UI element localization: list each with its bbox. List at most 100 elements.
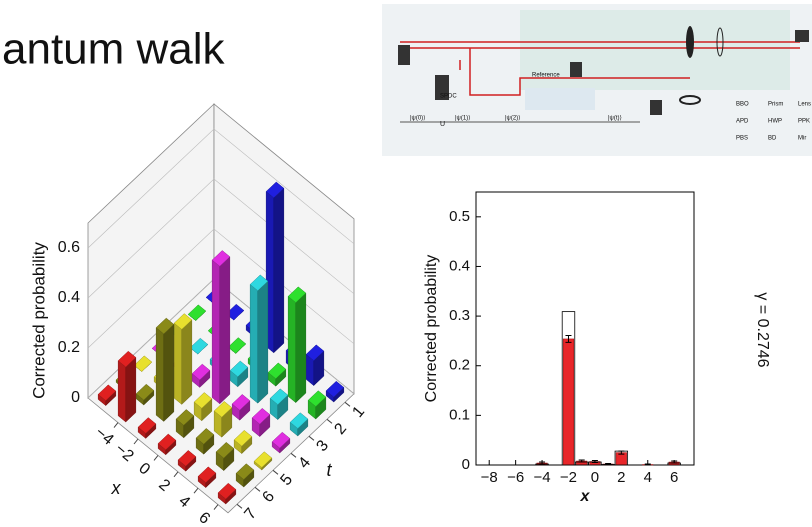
- slide: antum walk SPDC Reference |ψ(0)⟩ |ψ(1)⟩ …: [0, 0, 812, 527]
- tick-mark: [327, 419, 332, 423]
- page: antum walk SPDC Reference |ψ(0)⟩ |ψ(1)⟩ …: [0, 0, 812, 527]
- diagram-label: Reference: [532, 73, 560, 79]
- z-tick-label: 0.2: [58, 339, 80, 356]
- lens: [686, 26, 694, 58]
- diagram-label: U: [440, 121, 445, 128]
- x-axis-label: x: [580, 488, 591, 505]
- z-tick-label: 0: [71, 389, 80, 406]
- diagram-label: |ψ(2)⟩: [505, 115, 521, 122]
- detector: [650, 100, 662, 115]
- diagram-label: HWP: [768, 119, 782, 125]
- diagram-label: BD: [768, 136, 777, 142]
- x-tick-label: −8: [481, 469, 498, 486]
- x-tick-label: 0: [591, 469, 599, 486]
- diagram-label: APD: [736, 119, 749, 125]
- tick-mark: [194, 488, 198, 493]
- x-tick-label: −6: [507, 469, 524, 486]
- bar: [156, 318, 174, 421]
- x-tick-label: −2: [560, 469, 577, 486]
- tick-mark: [309, 436, 314, 440]
- z-tick-label: 0.4: [58, 289, 80, 306]
- plot-frame: [476, 192, 694, 465]
- y-tick-label: 0.1: [449, 406, 470, 423]
- diagram-label: Prism: [768, 102, 783, 108]
- diagram-label: PBS: [736, 136, 748, 142]
- diagram-label: BBO: [736, 102, 749, 108]
- y-tick-label: 6: [259, 488, 278, 506]
- tick-mark: [174, 472, 178, 477]
- bar-face: [118, 361, 126, 422]
- x-axis-label: x: [111, 478, 122, 498]
- x-tick-label: −4: [534, 469, 551, 486]
- y-axis-label: t: [326, 460, 332, 480]
- bar-side: [258, 281, 268, 403]
- diagram-label: |ψ(1)⟩: [455, 115, 471, 122]
- y-tick-label: 0.5: [449, 208, 470, 225]
- y-tick-label: 2: [331, 420, 350, 438]
- setup-diagram: SPDC Reference |ψ(0)⟩ |ψ(1)⟩ |ψ(2)⟩ |ψ(t…: [382, 4, 812, 156]
- y-tick-label: 0.4: [449, 257, 470, 274]
- detector: [398, 45, 410, 65]
- tick-mark: [345, 402, 350, 406]
- bar-side: [164, 324, 174, 421]
- y-tick-label: 4: [295, 454, 314, 472]
- tick-mark: [237, 504, 242, 508]
- z-axis-label: Corrected probability: [29, 242, 48, 399]
- tick-mark: [214, 505, 218, 510]
- y-tick-label: 0.2: [449, 357, 470, 374]
- bar-side: [182, 320, 192, 405]
- y-tick-label: 5: [277, 471, 296, 489]
- tick-mark: [134, 439, 138, 444]
- diagram-label: SPDC: [440, 94, 457, 100]
- tick-mark: [273, 470, 278, 474]
- bar-face: [156, 328, 164, 422]
- bar-face: [250, 284, 258, 403]
- bar: [288, 287, 306, 403]
- formula-box: [525, 88, 595, 110]
- error-bar: [645, 464, 651, 465]
- tick-mark: [255, 487, 260, 491]
- detector: [795, 30, 809, 42]
- bar: [212, 251, 230, 404]
- chart-2d: 0 0.1 0.2 0.3 0.4 0.5 −8 −6 −4 −2 0 2 4 6 Corrected pr…: [423, 192, 771, 505]
- bar-side: [220, 257, 230, 404]
- bar-side: [296, 293, 306, 403]
- y-tick-label: 7: [241, 505, 260, 523]
- x-tick-label: 0: [135, 460, 153, 479]
- bar-face: [174, 323, 182, 404]
- x-tick-label: 6: [195, 509, 213, 527]
- diagram-label: |ψ(0)⟩: [410, 115, 426, 122]
- diagram-label: PPK: [798, 119, 810, 125]
- bar: [174, 314, 192, 405]
- bar: [250, 275, 268, 403]
- detector: [570, 62, 582, 77]
- x-tick-label: 4: [175, 493, 193, 512]
- diagram-label: Mir: [798, 136, 806, 142]
- y-tick-label: 3: [313, 437, 332, 455]
- bar-face: [288, 296, 296, 402]
- bar-side: [126, 357, 136, 422]
- bar: [266, 182, 284, 353]
- z-tick-label: 0.6: [58, 239, 80, 256]
- x-tick-label: −2: [112, 440, 137, 465]
- x-tick-label: 4: [644, 469, 652, 486]
- y-tick-label: 1: [349, 403, 368, 421]
- tick-mark: [154, 455, 158, 460]
- diagram-label: Lens: [798, 102, 811, 108]
- x-tick-label: 2: [155, 476, 173, 495]
- tick-mark: [114, 423, 118, 428]
- x-tick-label: −4: [92, 424, 117, 449]
- bar: [118, 351, 136, 422]
- bar-side: [274, 188, 284, 353]
- x-tick-label: 2: [617, 469, 625, 486]
- y-tick-label: 0.3: [449, 307, 470, 324]
- x-tick-label: 6: [670, 469, 678, 486]
- y-tick-label: 0: [462, 456, 470, 473]
- tick-mark: [291, 453, 296, 457]
- bar: [563, 339, 574, 465]
- annotation: γ = 0.2746: [754, 292, 771, 367]
- bar-face: [212, 260, 220, 404]
- y-axis-label: Corrected probability: [423, 255, 440, 403]
- slide-title: antum walk: [2, 25, 226, 74]
